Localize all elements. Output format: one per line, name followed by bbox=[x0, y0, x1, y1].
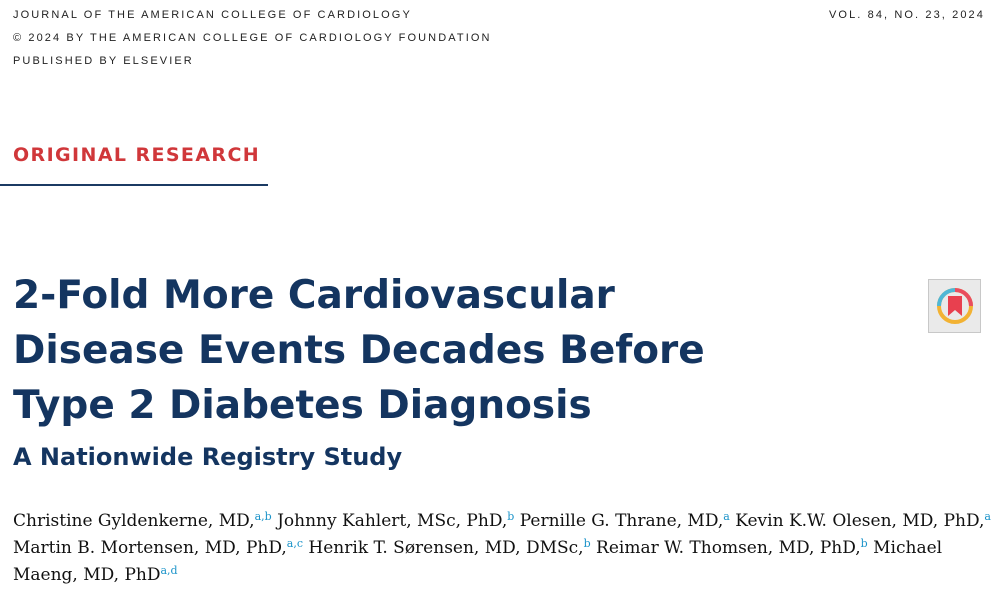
affiliation-marker[interactable]: a,b bbox=[254, 510, 272, 523]
author[interactable]: Johnny Kahlert, MSc, PhD,b bbox=[277, 511, 514, 531]
affiliation-marker[interactable]: a,c bbox=[286, 537, 304, 550]
affiliation-marker[interactable]: a bbox=[984, 510, 991, 523]
author[interactable]: Henrik T. Sørensen, MD, DMSc,b bbox=[308, 538, 590, 558]
author-name: Henrik T. Sørensen, MD, DMSc, bbox=[308, 538, 584, 558]
author-name: Kevin K.W. Olesen, MD, PhD, bbox=[735, 511, 985, 531]
title-line: 2-Fold More Cardiovascular bbox=[13, 273, 615, 318]
author[interactable]: Reimar W. Thomsen, MD, PhD,b bbox=[596, 538, 868, 558]
title-line: Type 2 Diabetes Diagnosis bbox=[13, 383, 592, 428]
copyright-line: © 2024 BY THE AMERICAN COLLEGE OF CARDIO… bbox=[13, 32, 492, 44]
article-title: 2-Fold More Cardiovascular Disease Event… bbox=[13, 268, 773, 433]
bookmark-icon bbox=[936, 288, 973, 324]
author-name: Michael Maeng, MD, PhD bbox=[13, 538, 943, 585]
author[interactable]: Christine Gyldenkerne, MD,a,b bbox=[13, 511, 272, 531]
author[interactable]: Pernille G. Thrane, MD,a bbox=[520, 511, 730, 531]
author-name: Christine Gyldenkerne, MD, bbox=[13, 511, 255, 531]
journal-name: JOURNAL OF THE AMERICAN COLLEGE OF CARDI… bbox=[13, 9, 412, 21]
affiliation-marker[interactable]: a,d bbox=[160, 564, 178, 577]
author-list: Christine Gyldenkerne, MD,a,b Johnny Kah… bbox=[13, 508, 998, 589]
affiliation-marker[interactable]: b bbox=[860, 537, 868, 550]
author-name: Pernille G. Thrane, MD, bbox=[519, 511, 724, 531]
affiliation-marker[interactable]: b bbox=[583, 537, 591, 550]
publisher-line: PUBLISHED BY ELSEVIER bbox=[13, 55, 194, 67]
title-line: Disease Events Decades Before bbox=[13, 328, 705, 373]
author[interactable]: Kevin K.W. Olesen, MD, PhD,a bbox=[735, 511, 991, 531]
author-name: Martin B. Mortensen, MD, PhD, bbox=[13, 538, 287, 558]
section-label: ORIGINAL RESEARCH bbox=[13, 144, 261, 166]
author-name: Johnny Kahlert, MSc, PhD, bbox=[277, 511, 508, 531]
affiliation-marker[interactable]: a bbox=[723, 510, 730, 523]
bookmark-button[interactable] bbox=[928, 279, 981, 333]
affiliation-marker[interactable]: b bbox=[507, 510, 515, 523]
volume-info: VOL. 84, NO. 23, 2024 bbox=[828, 9, 985, 21]
author-name: Reimar W. Thomsen, MD, PhD, bbox=[596, 538, 861, 558]
section-divider bbox=[0, 184, 268, 186]
article-subtitle: A Nationwide Registry Study bbox=[13, 443, 403, 471]
author[interactable]: Martin B. Mortensen, MD, PhD,a,c bbox=[13, 538, 303, 558]
author[interactable]: Michael Maeng, MD, PhDa,d bbox=[13, 538, 942, 585]
